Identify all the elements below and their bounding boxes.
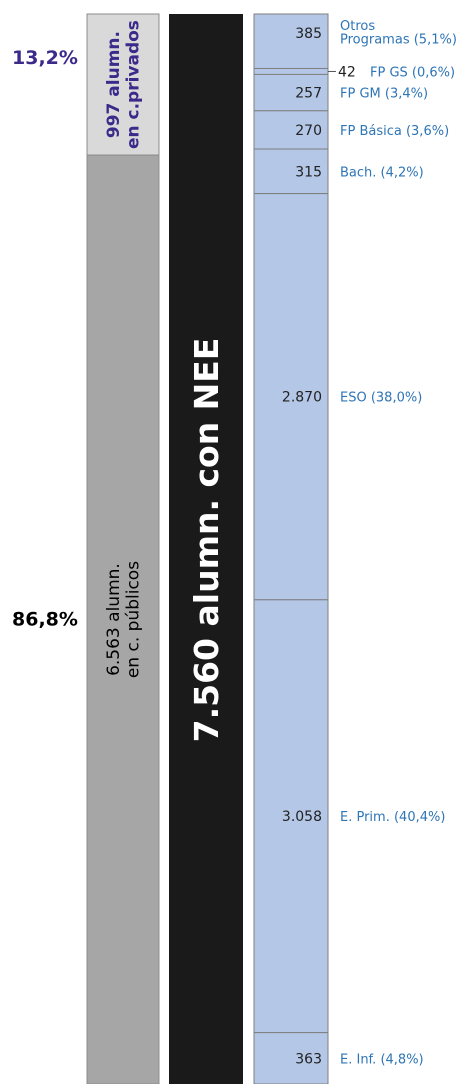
level-6-segment [253, 599, 329, 1034]
levels-bar: 385 Otros Programas (5,1%) 42 FP GS (0,6%) 25… [253, 13, 457, 1084]
ownership-bar: 997 alumn.en c.privados 13,2% 6.563 alumn.… [12, 13, 160, 1084]
ownership-label-line1: 997 alumn. [104, 31, 124, 138]
total-bar-label: 7.560 alumn. con NEE [187, 338, 226, 743]
level-7-segment [253, 1032, 329, 1084]
level-0-name-line: Otros [340, 19, 375, 34]
level-0-name: Otros Programas (5,1%) [340, 19, 457, 48]
level-2-value: 257 [295, 86, 322, 102]
level-0-name-line: Programas (5,1%) [340, 33, 457, 48]
total-bar-rect [169, 14, 243, 1084]
ownership-label-public: 6.563 alumn.en c. públicos [104, 561, 144, 678]
level-1-name: FP GS (0,6%) [370, 65, 455, 80]
level-3-segment [253, 110, 329, 150]
ownership-percent-private: 13,2% [12, 47, 78, 69]
level-5-value: 2.870 [282, 390, 322, 406]
level-4-value: 315 [295, 164, 322, 180]
ownership-label-private: 997 alumn.en c.privados [104, 20, 144, 149]
level-3-value: 270 [295, 123, 322, 139]
ownership-segment-public [86, 154, 160, 1084]
ownership-segment-private [86, 13, 160, 156]
level-4-segment [253, 148, 329, 195]
level-6-name: E. Prim. (40,4%) [340, 810, 445, 825]
level-7-value: 363 [295, 1051, 322, 1067]
ownership-label-line2: en c.privados [123, 20, 143, 149]
level-2-name: FP GM (3,4%) [340, 87, 428, 102]
ownership-label-line1: 6.563 alumn. [104, 563, 124, 676]
level-6-value: 3.058 [282, 809, 322, 825]
level-1-value: 42 [338, 64, 356, 80]
ownership-label-line2: en c. públicos [123, 561, 143, 678]
total-bar: 7.560 alumn. con NEE [169, 14, 243, 1084]
level-5-name: ESO (38,0%) [340, 391, 422, 406]
level-7-name: E. Inf. (4,8%) [340, 1052, 424, 1067]
level-0-segment [253, 13, 329, 69]
level-4-name: Bach. (4,2%) [340, 165, 424, 180]
level-0-value: 385 [295, 26, 322, 42]
level-5-segment [253, 193, 329, 601]
level-3-name: FP Básica (3,6%) [340, 124, 449, 139]
ownership-percent-public: 86,8% [12, 609, 78, 631]
level-1-segment [253, 67, 329, 75]
